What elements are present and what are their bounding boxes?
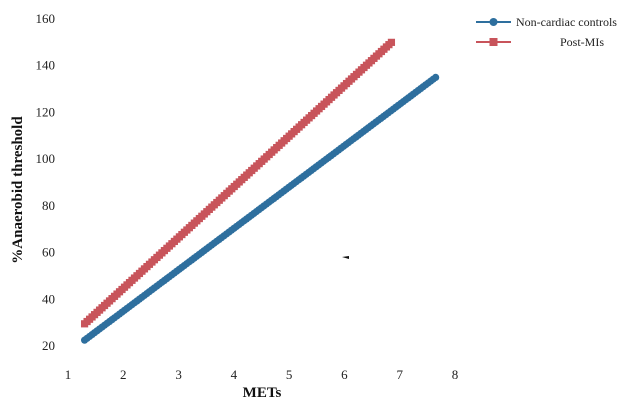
stray-mark <box>342 256 349 259</box>
legend-label: Non-cardiac controls <box>516 15 617 29</box>
x-tick-label: 6 <box>341 367 348 382</box>
x-tick-label: 4 <box>231 367 238 382</box>
y-tick-label: 100 <box>36 151 56 166</box>
x-tick-label: 1 <box>65 367 72 382</box>
legend-item: Post-MIs <box>476 35 604 49</box>
y-tick-label: 60 <box>42 245 55 260</box>
y-tick-label: 120 <box>36 104 56 119</box>
legend-marker-circle <box>489 18 498 26</box>
x-tick-label: 5 <box>286 367 293 382</box>
y-tick-label: 140 <box>36 58 56 73</box>
y-axis-title: %Anaerobid threshold <box>10 116 26 264</box>
x-axis-title: METs <box>243 385 282 399</box>
series-non-cardiac-controls <box>80 73 440 344</box>
y-tick-label: 20 <box>42 338 55 353</box>
y-tick-label: 160 <box>36 11 56 26</box>
x-tick-label: 2 <box>120 367 127 382</box>
y-tick-label: 80 <box>42 198 55 213</box>
data-point-circle <box>432 73 440 81</box>
legend-marker-square <box>489 38 498 46</box>
axes-layer: 1 2 3 4 5 6 7 8 20 40 60 80 100 120 140 160 <box>36 11 459 382</box>
x-tick-label: 8 <box>452 367 459 382</box>
y-tick-label: 40 <box>42 291 55 306</box>
legend-item: Non-cardiac controls <box>476 15 617 29</box>
data-point-square <box>387 38 396 46</box>
x-tick-label: 3 <box>175 367 182 382</box>
series-layer <box>80 38 440 344</box>
legend-label: Post-MIs <box>560 35 604 49</box>
legend: Non-cardiac controls Post-MIs <box>476 15 617 49</box>
x-tick-label: 7 <box>396 367 403 382</box>
series-post-mis <box>80 38 396 328</box>
